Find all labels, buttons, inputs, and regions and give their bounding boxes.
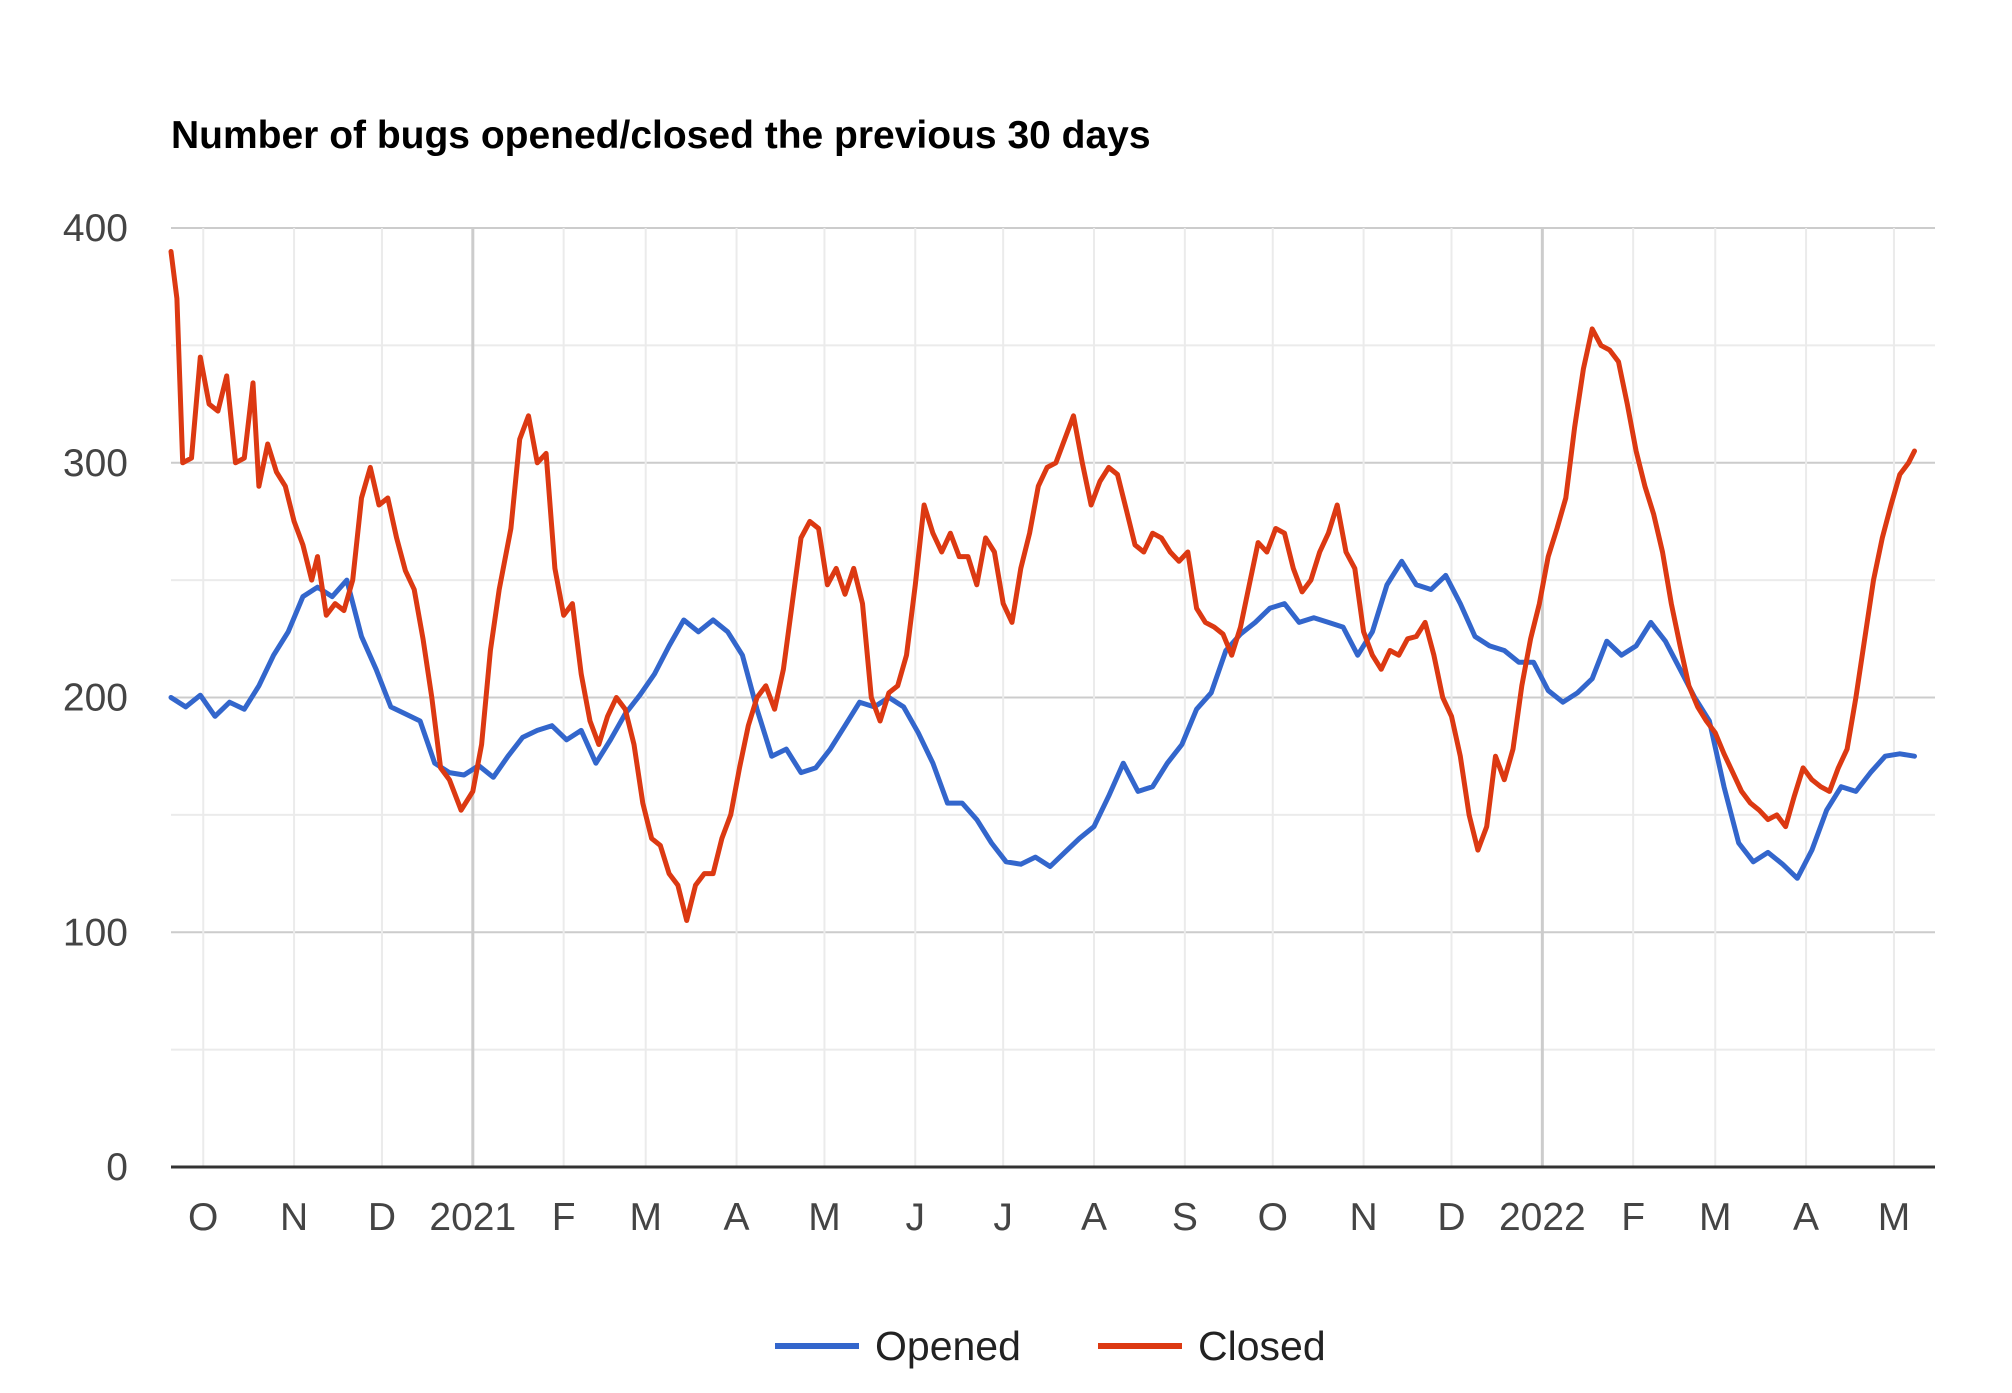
x-tick-label: A — [724, 1196, 750, 1239]
x-tick-label: M — [629, 1196, 662, 1239]
legend-label-closed: Closed — [1198, 1323, 1326, 1369]
x-tick-label: O — [1258, 1196, 1288, 1239]
y-tick-label: 300 — [63, 442, 128, 485]
legend: Opened Closed — [775, 1323, 1326, 1369]
series-lines — [168, 249, 1917, 923]
series-line-opened — [168, 558, 1917, 881]
x-tick-label: M — [1699, 1196, 1732, 1239]
chart-title: Number of bugs opened/closed the previou… — [171, 114, 1151, 157]
x-tick-label: 2021 — [429, 1196, 516, 1239]
x-tick-label: A — [1793, 1196, 1819, 1239]
y-tick-label: 400 — [63, 207, 128, 250]
x-tick-label: D — [368, 1196, 396, 1239]
x-tick-label: J — [993, 1196, 1013, 1239]
x-tick-label: N — [280, 1196, 308, 1239]
y-tick-label: 100 — [63, 911, 128, 954]
legend-label-opened: Opened — [875, 1323, 1021, 1369]
axes: 0 100 200 300 400 O N D 2021 F M A M J J A S O N D 2022 F M A M — [63, 207, 1935, 1239]
x-tick-label: A — [1081, 1196, 1107, 1239]
x-tick-label: M — [808, 1196, 841, 1239]
y-tick-label: 200 — [63, 677, 128, 720]
x-tick-label: M — [1878, 1196, 1911, 1239]
x-tick-label: S — [1172, 1196, 1198, 1239]
series-line-closed — [168, 249, 1917, 923]
x-tick-label: F — [1621, 1196, 1645, 1239]
x-tick-label: O — [188, 1196, 218, 1239]
x-tick-label: N — [1350, 1196, 1378, 1239]
y-tick-label: 0 — [106, 1146, 128, 1189]
gridlines — [171, 227, 1935, 1167]
x-tick-label: 2022 — [1499, 1196, 1586, 1239]
x-tick-label: J — [906, 1196, 926, 1239]
x-tick-label: D — [1437, 1196, 1465, 1239]
x-tick-label: F — [552, 1196, 576, 1239]
